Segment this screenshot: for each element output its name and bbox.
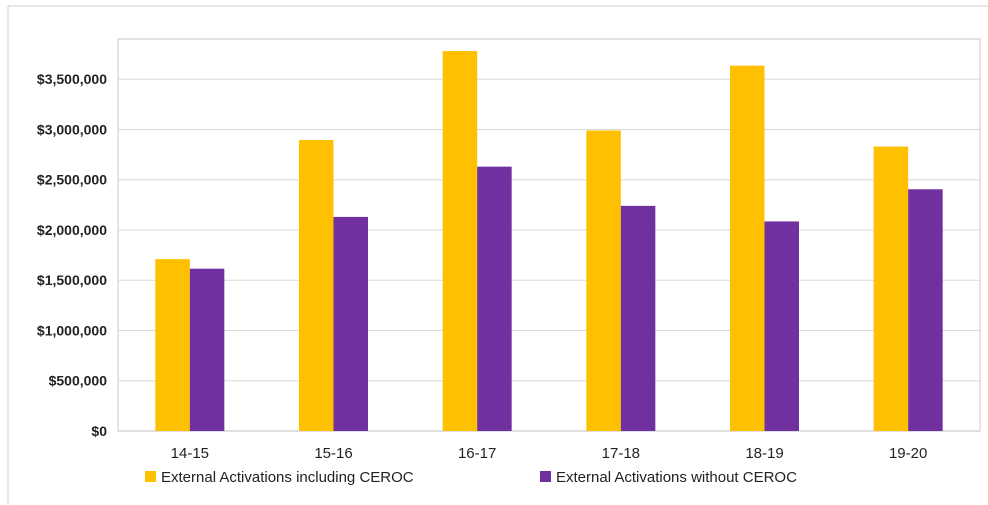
bar-without-ceroc-15-16	[333, 216, 368, 431]
legend-label: External Activations including CEROC	[161, 469, 414, 486]
x-tick-label: 17-18	[602, 445, 640, 462]
legend-swatch	[540, 471, 551, 482]
y-tick-label: $3,500,000	[37, 71, 107, 87]
bar-including-ceroc-14-15	[155, 259, 190, 431]
bar-including-ceroc-19-20	[873, 146, 909, 432]
y-tick-label: $2,500,000	[37, 172, 107, 188]
bar-without-ceroc-18-19	[764, 221, 799, 431]
gridlines	[118, 78, 980, 432]
bar-without-ceroc-17-18	[620, 205, 656, 431]
y-axis-tick-labels: $0 $500,000 $1,000,000 $1,500,000 $2,000,000…	[37, 71, 107, 439]
bar-marks	[155, 51, 943, 432]
legend-swatch	[145, 471, 156, 482]
plot-area	[117, 38, 981, 432]
bar-including-ceroc-15-16	[299, 140, 334, 431]
bar-without-ceroc-16-17	[477, 166, 512, 431]
x-tick-label: 18-19	[745, 445, 783, 462]
bar-including-ceroc-18-19	[730, 65, 765, 431]
bar-without-ceroc-19-20	[908, 189, 943, 431]
x-axis-tick-labels: 14-15 15-16 16-17 17-18 18-19 19-20	[171, 445, 928, 462]
y-tick-label: $1,500,000	[37, 272, 107, 288]
bar-including-ceroc-16-17	[442, 51, 478, 432]
y-tick-label: $2,000,000	[37, 222, 107, 238]
bar-including-ceroc-17-18	[586, 130, 621, 431]
y-tick-label: $0	[91, 423, 107, 439]
legend: External Activations including CEROC Exte…	[145, 469, 797, 486]
x-tick-label: 14-15	[171, 445, 209, 462]
x-tick-label: 19-20	[889, 445, 927, 462]
legend-label: External Activations without CEROC	[556, 469, 797, 486]
bar-without-ceroc-14-15	[189, 268, 225, 431]
y-tick-label: $1,000,000	[37, 322, 107, 338]
y-tick-label: $500,000	[49, 373, 108, 389]
x-tick-label: 15-16	[314, 445, 352, 462]
x-tick-label: 16-17	[458, 445, 496, 462]
y-tick-label: $3,000,000	[37, 121, 107, 137]
